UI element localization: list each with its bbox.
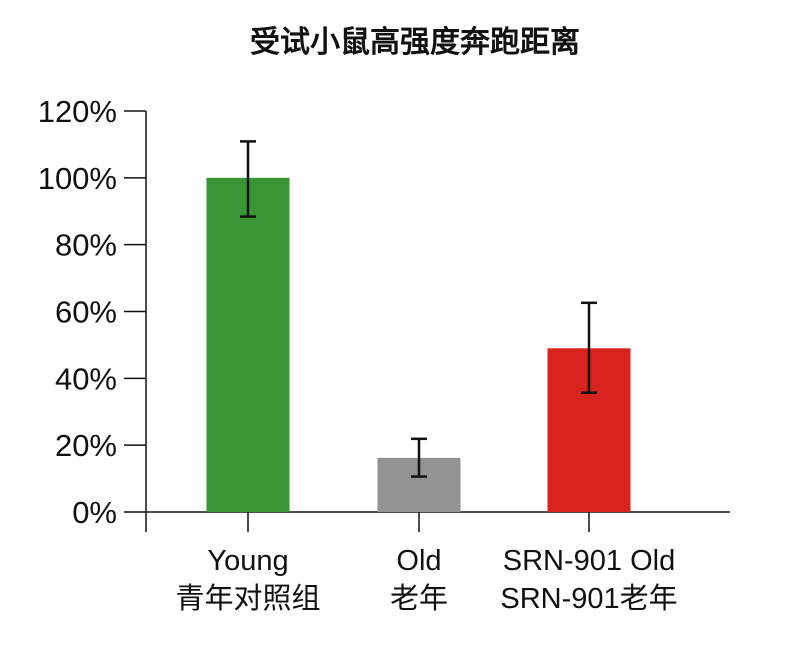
y-tick-label: 100% <box>38 161 117 196</box>
y-tick-label: 20% <box>55 428 117 463</box>
x-tick-label: Old <box>396 545 441 577</box>
x-tick-label: 青年对照组 <box>175 582 320 615</box>
y-tick-label: 40% <box>55 361 117 396</box>
x-tick-label: 老年 <box>390 582 448 615</box>
category-labels: Young 青年对照组 Old 老年 SRN-901 Old SRN-901老年 <box>175 545 677 615</box>
x-tick-label: SRN-901老年 <box>500 582 677 615</box>
x-tick-label: SRN-901 Old <box>503 545 675 577</box>
axes: 0% 20% 40% 60% 80% 100% 120% <box>38 94 730 532</box>
y-tick-label: 0% <box>72 495 117 530</box>
y-tick-label: 80% <box>55 228 117 263</box>
y-tick-label: 60% <box>55 295 117 330</box>
bar <box>206 177 290 513</box>
bars <box>206 140 631 513</box>
x-tick-label: Young <box>207 545 288 577</box>
chart-title: 受试小鼠高强度奔跑距离 <box>250 25 580 60</box>
y-tick-label: 120% <box>38 94 117 129</box>
